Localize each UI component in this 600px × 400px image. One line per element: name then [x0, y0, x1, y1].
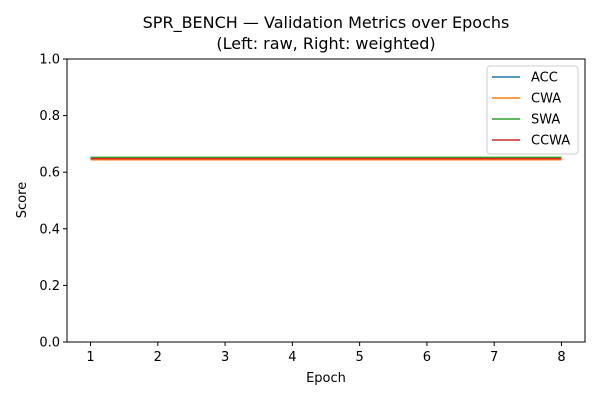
legend-box	[486, 65, 579, 155]
x-axis-ticks: 1 2 3 4 5 6 7 8	[86, 342, 566, 365]
y-tick-label: 0.0	[39, 336, 60, 351]
y-axis-ticks: 0.0 0.2 0.4 0.6 0.8 1.0	[39, 53, 67, 351]
x-tick-label: 2	[154, 350, 162, 365]
x-tick-label: 7	[490, 350, 498, 365]
plot-frame	[66, 58, 586, 343]
y-tick-label: 0.6	[39, 166, 60, 181]
x-axis-label: Epoch	[306, 371, 346, 386]
y-tick-label: 1.0	[39, 53, 60, 68]
chart-subtitle: (Left: raw, Right: weighted)	[216, 34, 435, 53]
series-lines	[90, 156, 562, 161]
y-axis-label: Score	[15, 182, 30, 218]
legend-label-cwa: CWA	[531, 92, 561, 107]
x-tick-label: 5	[355, 350, 363, 365]
legend-label-acc: ACC	[531, 71, 558, 86]
y-tick-label: 0.4	[39, 222, 60, 237]
x-tick-label: 1	[86, 350, 94, 365]
legend-label-swa: SWA	[531, 113, 560, 128]
chart-title: SPR_BENCH — Validation Metrics over Epoc…	[143, 13, 510, 33]
x-tick-label: 6	[423, 350, 431, 365]
legend-label-ccwa: CCWA	[531, 134, 570, 149]
x-tick-label: 3	[221, 350, 229, 365]
legend: ACC CWA SWA CCWA	[486, 65, 579, 155]
y-tick-label: 0.2	[39, 279, 60, 294]
x-tick-label: 4	[288, 350, 296, 365]
x-tick-label: 8	[557, 350, 565, 365]
y-tick-label: 0.8	[39, 109, 60, 124]
